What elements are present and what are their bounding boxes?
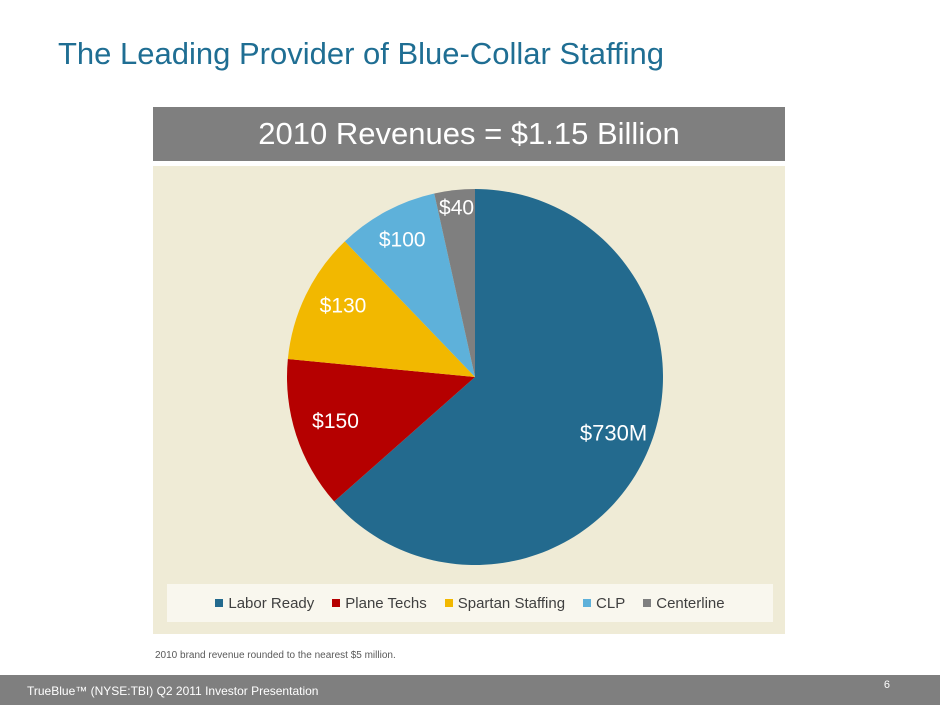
slice-label-spartan-staffing: $130	[320, 295, 367, 318]
legend-swatch	[332, 599, 341, 607]
page-number: 6	[883, 679, 890, 691]
legend-label: Labor Ready	[228, 594, 315, 612]
legend-item-labor-ready: Labor Ready	[215, 595, 314, 612]
slice-label-plane-techs: $150	[312, 410, 359, 433]
slice-label-clp: $100	[379, 229, 426, 252]
chart-legend: Labor Ready Plane Techs Spartan Staffing CL…	[167, 584, 773, 622]
legend-swatch	[583, 599, 592, 607]
chart-panel: $730M $150 $130 $100 $40 Labor Ready Plane Te…	[153, 166, 785, 634]
legend-swatch	[643, 599, 652, 607]
chart-title-banner: 2010 Revenues = $1.15 Billion	[153, 107, 785, 161]
legend-swatch	[444, 599, 453, 607]
legend-label: Spartan Staffing	[457, 594, 566, 612]
footnote: 2010 brand revenue rounded to the neares…	[155, 650, 396, 661]
pie-slice-spartan-staffing	[287, 241, 475, 377]
legend-item-centerline: Centerline	[643, 594, 725, 612]
pie-slice-plane-techs	[287, 359, 475, 502]
slice-label-centerline: $40	[439, 196, 474, 219]
legend-item-spartan-staffing: Spartan Staffing	[444, 594, 566, 612]
legend-label: Centerline	[656, 594, 725, 612]
legend-swatch	[215, 599, 224, 607]
pie-slice-clp	[344, 193, 475, 377]
legend-item-plane-techs: Plane Techs	[332, 594, 427, 612]
footer-bar: TrueBlue™ (NYSE:TBI) Q2 2011 Investor Pr…	[0, 675, 940, 705]
legend-label: CLP	[596, 594, 626, 612]
footer-text: TrueBlue™ (NYSE:TBI) Q2 2011 Investor Pr…	[27, 684, 319, 698]
pie-slice-labor-ready	[334, 189, 663, 566]
slide-title: The Leading Provider of Blue-Collar Staf…	[58, 36, 664, 71]
pie-chart: $730M $150 $130 $100 $40	[287, 189, 663, 566]
legend-label: Plane Techs	[345, 594, 427, 612]
chart-title: 2010 Revenues = $1.15 Billion	[258, 116, 680, 151]
slice-label-labor-ready: $730M	[580, 421, 647, 446]
pie-slice-centerline	[434, 189, 475, 377]
legend-item-clp: CLP	[583, 595, 625, 612]
